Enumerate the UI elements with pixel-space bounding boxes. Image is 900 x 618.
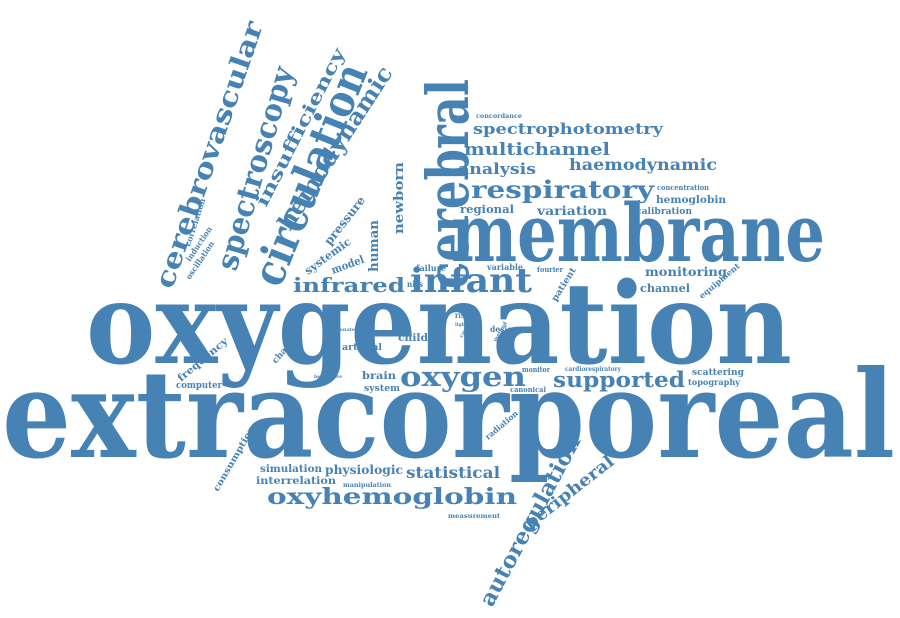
- word-human: human: [367, 219, 382, 272]
- word-measurement: measurement: [448, 513, 500, 520]
- word-physiologic: physiologic: [325, 463, 403, 477]
- word-supported: supported: [553, 367, 685, 392]
- word-spectrophotometry: spectrophotometry: [473, 120, 665, 138]
- word-hemisphere: hemisphere: [314, 374, 342, 380]
- word-computer: computer: [176, 381, 222, 391]
- word-topography: topography: [688, 377, 740, 387]
- word-neonate: neonate: [333, 327, 355, 333]
- word-extracorporeal: extracorporeal: [2, 343, 895, 486]
- word-child: child: [398, 333, 428, 344]
- word-scattering: scattering: [692, 368, 745, 378]
- word-infrared: infrared: [293, 273, 405, 297]
- word-cerebral: cerebral: [414, 79, 482, 289]
- word-arterial: arterial: [342, 343, 383, 353]
- word-channel: channel: [640, 282, 690, 295]
- word-interrelation: interrelation: [256, 476, 337, 487]
- word-cardiorespiratory: cardiorespiratory: [565, 366, 621, 373]
- word-oxygenation: oxygenation: [86, 259, 792, 390]
- word-brain: brain: [362, 371, 397, 382]
- word-failure: failure: [416, 263, 446, 273]
- word-monitoring: monitoring: [645, 265, 728, 279]
- word-respiratory: respiratory: [471, 175, 655, 204]
- word-infant: infant: [410, 261, 532, 301]
- word-light: light: [455, 322, 468, 328]
- word-hemoglobin: hemoglobin: [656, 195, 727, 206]
- word-regional: regional: [460, 203, 514, 216]
- word-concordance: concordance: [476, 113, 522, 120]
- word-simulation: simulation: [260, 464, 323, 475]
- word-membrane: membrane: [451, 186, 825, 280]
- word-concentration: concentration: [657, 183, 709, 192]
- word-haemodynamic: haemodynamic: [569, 155, 717, 174]
- word-variation: variation: [536, 204, 607, 218]
- word-newborn: newborn: [392, 161, 407, 234]
- word-canonical: canonical: [510, 385, 546, 394]
- word-statistical: statistical: [406, 463, 500, 482]
- word-manipulation: manipulation: [343, 482, 392, 489]
- word-fourier: fourier: [537, 265, 563, 274]
- word-analysis: analysis: [458, 160, 536, 178]
- word-oxygen: oxygen: [400, 362, 526, 393]
- word-nirs: nirs: [407, 279, 423, 289]
- word-monitor: monitor: [522, 365, 550, 374]
- word-multichannel: multichannel: [464, 140, 611, 160]
- word-oxyhemoglobin: oxyhemoglobin: [267, 484, 517, 510]
- word-risk: risk: [455, 310, 469, 320]
- word-system: system: [364, 384, 400, 394]
- word-design: design: [490, 324, 518, 334]
- word-calibration: calibration: [636, 207, 692, 217]
- word-variable: variable: [486, 262, 523, 272]
